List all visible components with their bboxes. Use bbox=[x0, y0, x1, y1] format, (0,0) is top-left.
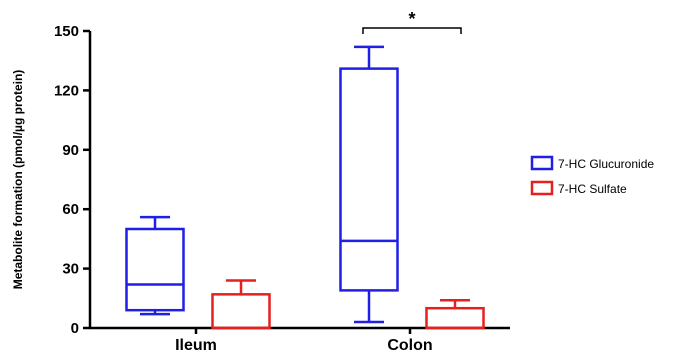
box-7-hc-sulfate-ileum bbox=[211, 279, 271, 330]
legend-swatch bbox=[530, 180, 554, 196]
box-iqr bbox=[125, 227, 185, 312]
y-tick-label: 90 bbox=[62, 142, 79, 159]
legend-item: 7-HC Sulfate bbox=[530, 180, 627, 196]
y-tick-label: 60 bbox=[62, 201, 79, 218]
box-iqr bbox=[425, 306, 485, 330]
legend-label: 7-HC Glucuronide bbox=[558, 157, 654, 171]
legend: 7-HC Glucuronide 7-HC Sulfate bbox=[530, 155, 654, 196]
x-category-label: Ileum bbox=[175, 337, 217, 352]
y-tick-label: 0 bbox=[71, 320, 79, 337]
boxes bbox=[125, 45, 485, 330]
legend-item: 7-HC Glucuronide bbox=[530, 155, 654, 171]
box-7-hc-glucuronide-colon bbox=[339, 45, 399, 324]
y-tick-label: 30 bbox=[62, 261, 79, 278]
legend-swatch bbox=[530, 155, 554, 171]
y-tick-label: 150 bbox=[54, 23, 79, 40]
x-category-label: Colon bbox=[387, 337, 432, 352]
significance-label: * bbox=[408, 9, 415, 29]
significance-bracket bbox=[362, 27, 462, 34]
box-7-hc-glucuronide-ileum bbox=[125, 215, 185, 316]
annotations: * bbox=[362, 9, 462, 34]
box-7-hc-sulfate-colon bbox=[425, 299, 485, 330]
legend-label: 7-HC Sulfate bbox=[558, 182, 627, 196]
y-tick-label: 120 bbox=[54, 82, 79, 99]
box-iqr bbox=[339, 67, 399, 292]
box-iqr bbox=[211, 293, 271, 330]
y-axis-title: Metabolite formation (pmol/µg protein) bbox=[11, 70, 25, 290]
axes: 0 30 60 90 120 150 Ileum Colon Metabolite format… bbox=[11, 23, 510, 352]
